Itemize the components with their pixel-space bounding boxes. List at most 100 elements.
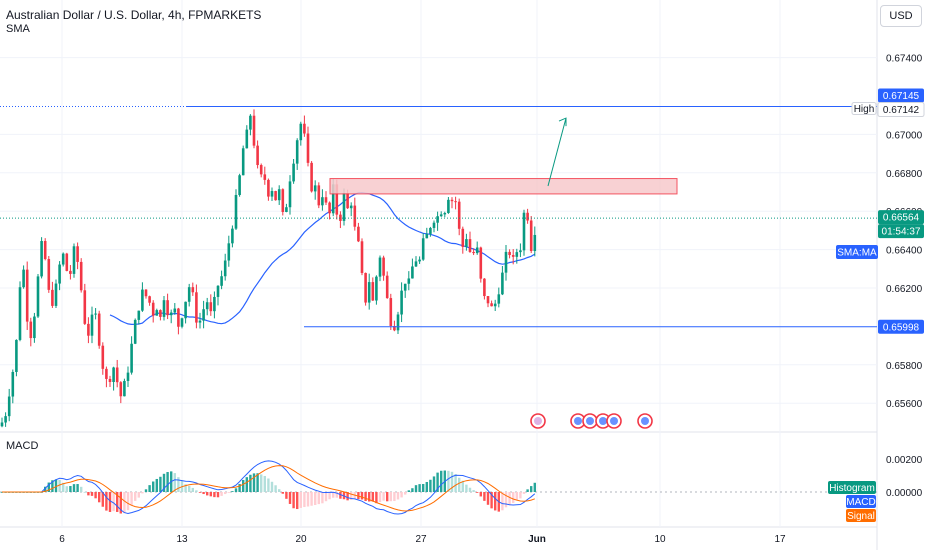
candle-body xyxy=(519,250,522,253)
candle-body xyxy=(90,314,94,336)
candle-body xyxy=(249,115,252,130)
macd-histogram-bar xyxy=(396,492,400,500)
candle-body xyxy=(411,266,414,279)
svg-text:0.66564: 0.66564 xyxy=(883,213,920,224)
svg-text:SMA:MA: SMA:MA xyxy=(837,248,877,259)
candle-body xyxy=(130,343,133,373)
sma-indicator-label[interactable]: SMA xyxy=(6,23,30,35)
time-tick-label: 20 xyxy=(295,534,307,545)
macd-histogram-bar xyxy=(54,479,58,492)
candle-body xyxy=(461,228,465,247)
macd-histogram-bar xyxy=(195,490,198,492)
candle-body xyxy=(159,310,162,317)
candle-body xyxy=(371,282,375,301)
projection-arrowhead xyxy=(558,117,567,127)
candle-body xyxy=(288,181,292,208)
candle-body xyxy=(119,382,123,397)
macd-histogram-bar xyxy=(134,492,137,501)
macd-histogram-bar xyxy=(310,492,313,506)
macd-histogram-bar xyxy=(198,492,202,493)
macd-histogram-bar xyxy=(339,492,342,499)
projection-arrow xyxy=(547,117,567,187)
event-flag-icon[interactable] xyxy=(606,413,622,429)
macd-histogram-bar xyxy=(144,489,148,492)
candle-body xyxy=(317,185,321,206)
macd-histogram-bar xyxy=(126,492,130,511)
candle-body xyxy=(511,255,515,257)
event-flag-icon[interactable] xyxy=(595,413,611,429)
macd-histogram-bar xyxy=(436,472,439,492)
chart-title[interactable]: Australian Dollar / U.S. Dollar, 4h, FPM… xyxy=(6,8,262,22)
candle-body xyxy=(51,289,54,306)
macd-histogram-bar xyxy=(58,479,61,492)
macd-histogram-bar xyxy=(177,477,180,492)
candle-body xyxy=(25,269,29,322)
event-flag-icon[interactable] xyxy=(530,413,546,429)
price-tags: 0.67145 High 0.67142 0.66564 01:54:37 SMA:MA 0… xyxy=(828,88,925,522)
macd-histogram-bar xyxy=(364,492,367,502)
candle-body xyxy=(195,292,198,323)
macd-tag: MACD xyxy=(846,495,876,508)
macd-histogram-bar xyxy=(216,492,220,498)
macd-histogram-bar xyxy=(389,492,392,502)
economic-events[interactable] xyxy=(530,413,653,429)
macd-histogram-bar xyxy=(213,492,216,498)
candle-body xyxy=(7,396,11,417)
macd-indicator-label[interactable]: MACD xyxy=(6,440,39,452)
macd-histogram-bar xyxy=(101,492,104,507)
event-flag-icon[interactable] xyxy=(582,413,598,429)
macd-histogram-bar xyxy=(306,492,310,507)
candle-body xyxy=(184,301,187,319)
macd-histogram-bar xyxy=(209,492,212,497)
macd-histogram-bar xyxy=(328,492,331,500)
time-tick-label: 13 xyxy=(176,534,188,545)
candle-body xyxy=(177,308,180,327)
candle-body xyxy=(72,246,76,274)
currency-button[interactable]: USD xyxy=(880,5,922,27)
candle-body xyxy=(349,205,353,209)
candle-body xyxy=(447,199,450,213)
macd-histogram-bar xyxy=(162,473,166,492)
candle-body xyxy=(263,174,267,180)
candle-body xyxy=(490,303,493,307)
candle-body xyxy=(321,197,324,206)
candle-body xyxy=(385,275,389,299)
macd-histogram-bar xyxy=(249,474,252,492)
candle-body xyxy=(515,252,519,257)
candle-body xyxy=(126,372,130,381)
signal-line xyxy=(2,465,535,512)
drawings[interactable] xyxy=(0,106,877,328)
candle-body xyxy=(328,202,331,214)
event-flag-icon[interactable] xyxy=(637,413,653,429)
candle-body xyxy=(36,276,40,317)
candle-body xyxy=(187,287,191,302)
candle-body xyxy=(468,239,472,252)
time-tick-label: Jun xyxy=(528,534,546,545)
macd-histogram-bar xyxy=(263,475,266,492)
candle-body xyxy=(97,313,101,346)
candle-body xyxy=(303,123,306,134)
candle-body xyxy=(173,308,177,313)
candle-body xyxy=(33,316,36,339)
candle-body xyxy=(504,251,508,273)
candle-body xyxy=(400,290,403,315)
macd-histogram-bar xyxy=(256,473,259,492)
candle-body xyxy=(353,205,357,227)
macd-histogram-bar xyxy=(299,492,302,508)
macd-histogram-bar xyxy=(44,486,47,492)
candle-body xyxy=(4,416,7,423)
candle-body xyxy=(256,145,259,166)
time-tick-label: 10 xyxy=(654,534,666,545)
macd-line xyxy=(2,460,536,515)
candle-body xyxy=(151,302,155,316)
candle-body xyxy=(234,194,238,229)
macd-histogram-bar xyxy=(432,476,436,492)
macd-histogram-bar xyxy=(378,492,382,503)
candle-body xyxy=(227,243,231,261)
macd-histogram-bar xyxy=(476,492,479,493)
macd-histogram-bar xyxy=(83,491,86,493)
macd-histogram-bar xyxy=(94,492,97,499)
candles xyxy=(0,109,537,428)
